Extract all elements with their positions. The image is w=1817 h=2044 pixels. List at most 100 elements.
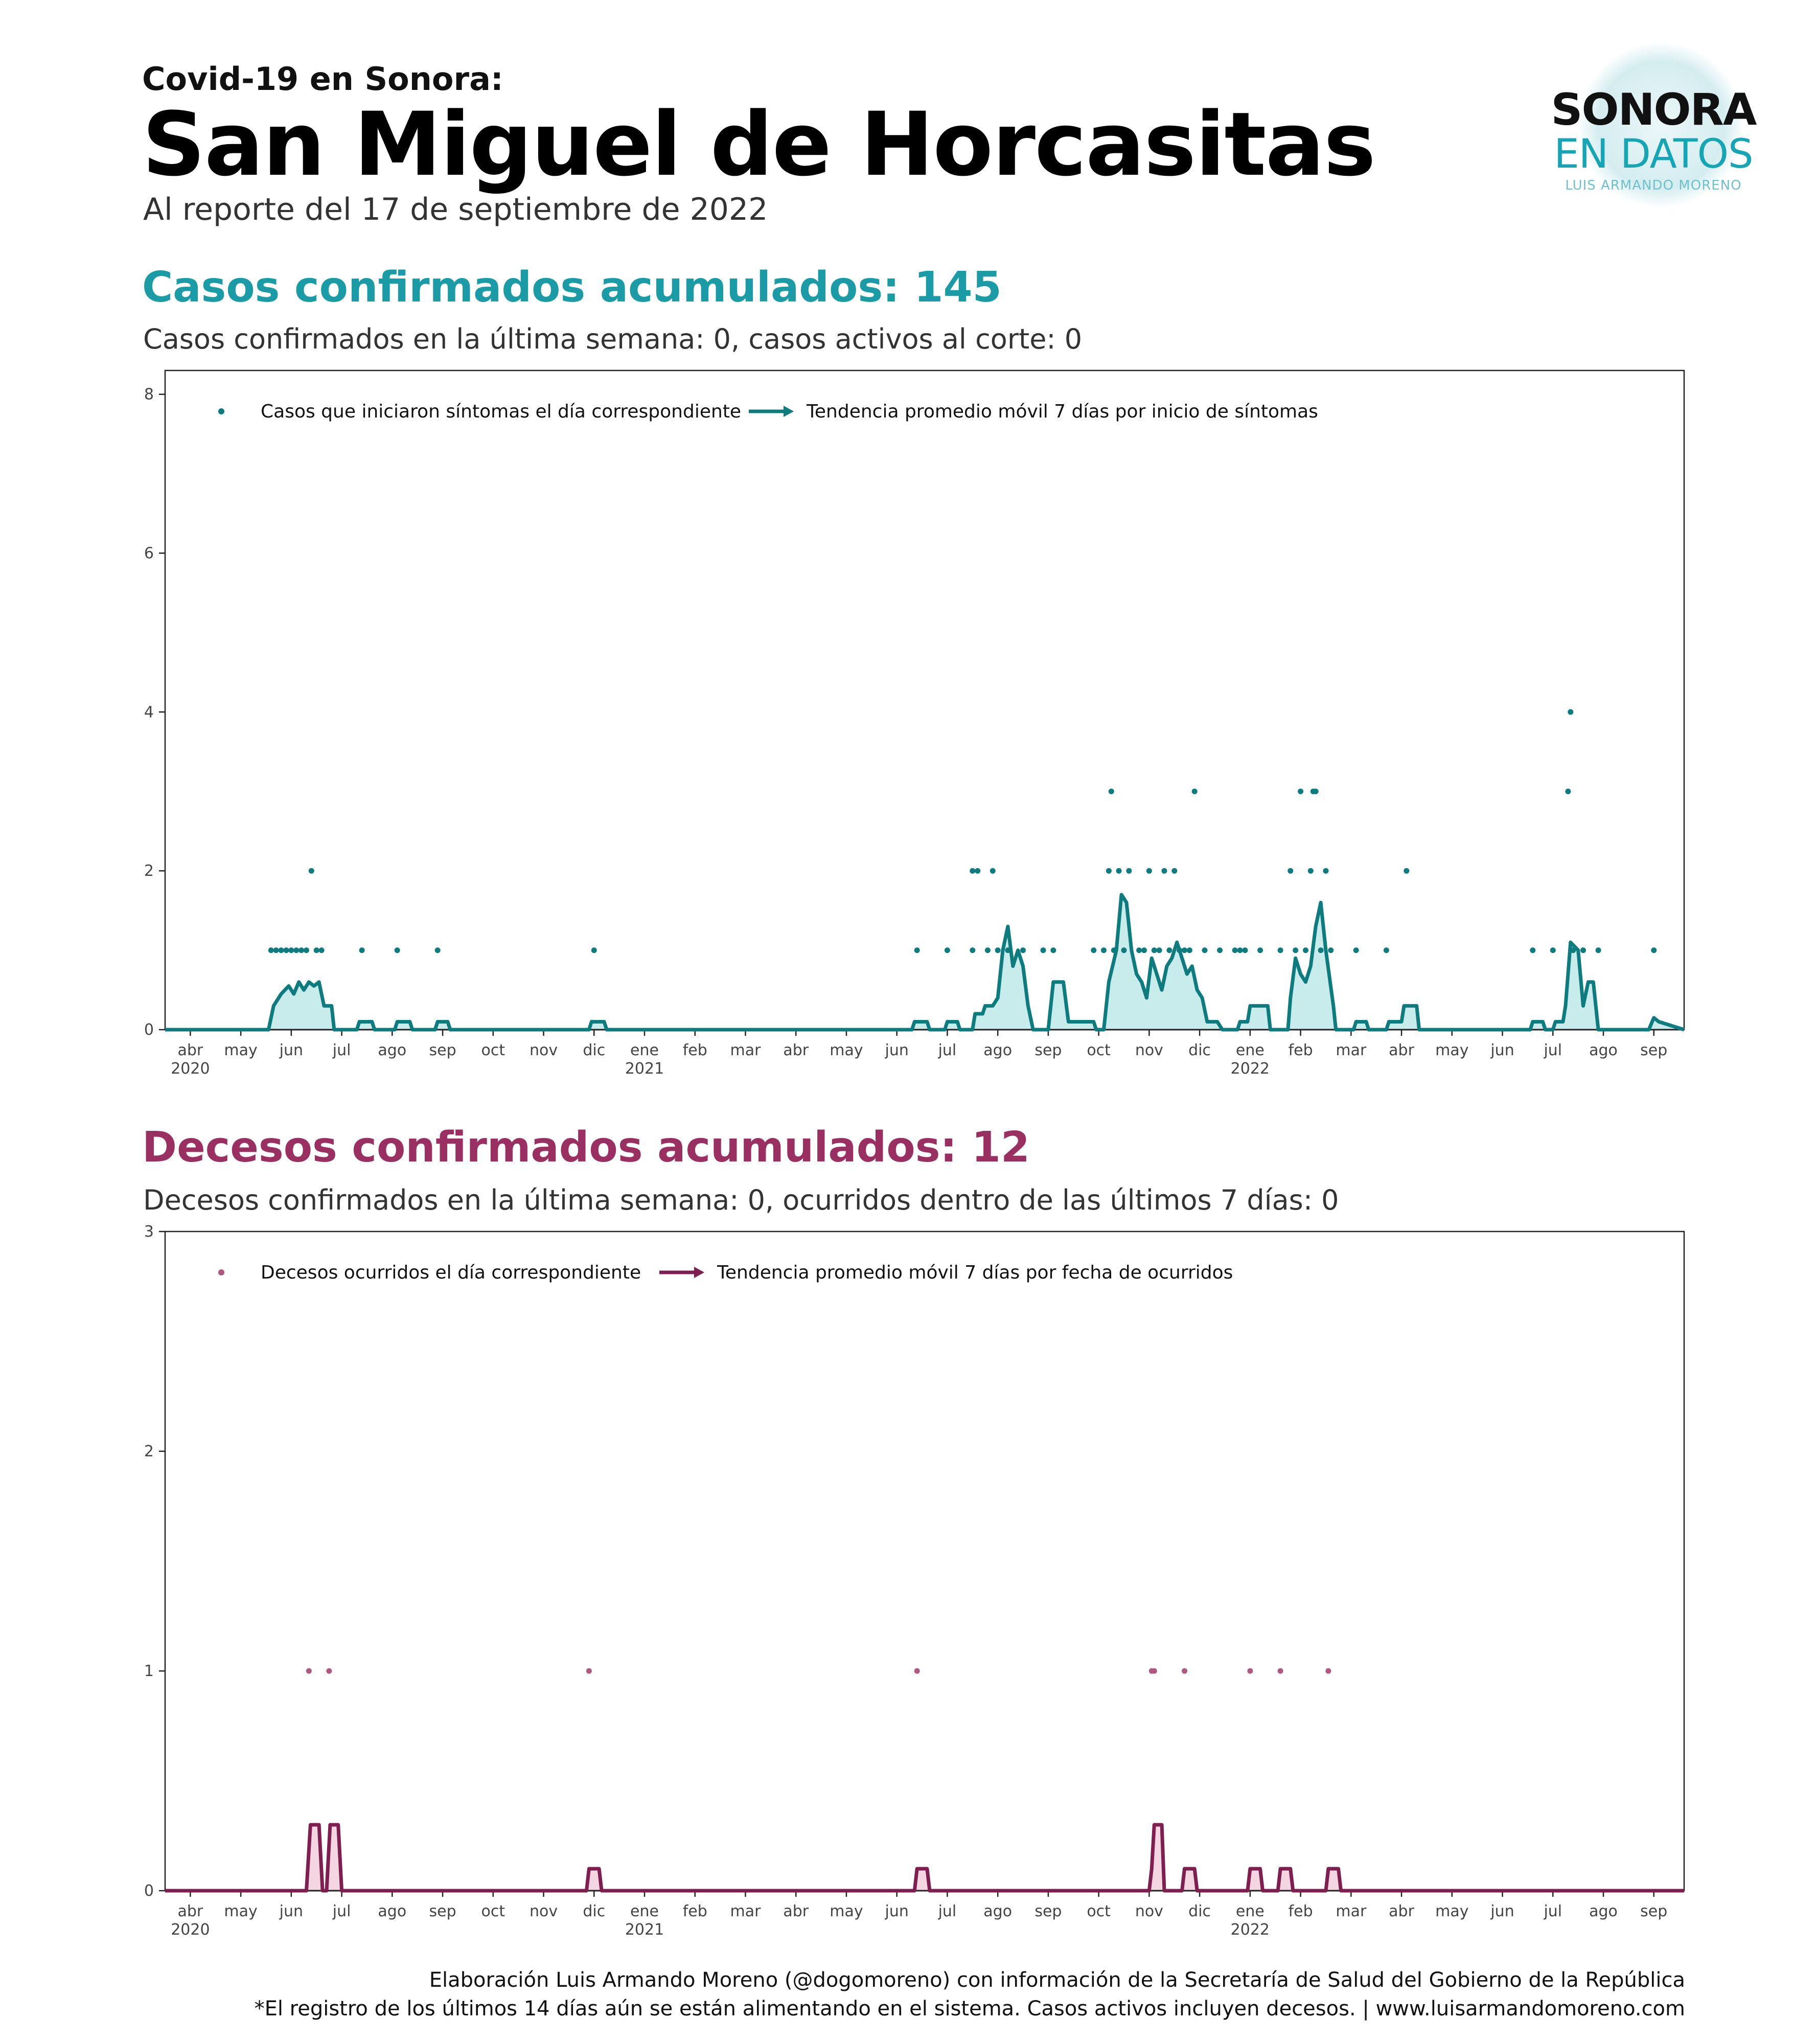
- cases-x-tick-label: dic: [1188, 1041, 1211, 1059]
- deaths-legend-arrow-icon: [694, 1267, 704, 1278]
- cases-data-point: [1568, 709, 1574, 715]
- cases-x-tick-label: mar: [1336, 1041, 1367, 1059]
- deaths-legend-line-label: Tendencia promedio móvil 7 días por fech…: [717, 1262, 1233, 1283]
- logo-halo: [1579, 43, 1743, 207]
- cases-x-tick-label: may: [830, 1041, 863, 1059]
- cases-data-point: [1040, 947, 1046, 954]
- deaths-x-tick-label: ago: [1589, 1902, 1618, 1920]
- cases-data-point: [1307, 868, 1314, 874]
- cases-x-tick-label: dic: [583, 1041, 605, 1059]
- cases-data-point: [293, 947, 300, 954]
- deaths-data-point: [1182, 1668, 1187, 1674]
- cases-data-point: [1166, 947, 1172, 954]
- deaths-x-tick-label: feb: [1289, 1902, 1313, 1920]
- kicker: Covid-19 en Sonora:: [142, 60, 503, 98]
- cases-data-point: [1580, 947, 1586, 954]
- cases-data-point: [1570, 947, 1576, 954]
- cases-y-tick-label: 4: [144, 703, 154, 721]
- cases-x-tick-label: feb: [683, 1041, 707, 1059]
- cases-data-point: [1232, 947, 1238, 954]
- report-date: Al reporte del 17 de septiembre de 2022: [143, 192, 768, 227]
- deaths-x-tick-label: dic: [1188, 1902, 1211, 1920]
- cases-data-point: [970, 868, 976, 874]
- footer-note: *El registro de los últimos 14 días aún …: [254, 1997, 1685, 2020]
- deaths-x-tick-label: may: [830, 1902, 863, 1920]
- cases-x-year-label: 2022: [1231, 1060, 1270, 1078]
- deaths-subheading: Decesos confirmados en la última semana:…: [143, 1184, 1339, 1216]
- deaths-y-tick-label: 2: [144, 1443, 154, 1460]
- deaths-x-tick-label: may: [1435, 1902, 1468, 1920]
- deaths-x-tick-label: ago: [378, 1902, 406, 1920]
- deaths-x-tick-label: dic: [583, 1902, 605, 1920]
- cases-x-tick-label: sep: [429, 1041, 456, 1059]
- sonora-en-datos-logo: SONORA EN DATOS LUIS ARMANDO MORENO: [1549, 43, 1763, 207]
- cases-legend-point-key: [218, 408, 224, 414]
- cases-y-tick-label: 0: [144, 1021, 154, 1039]
- deaths-x-tick-label: nov: [1135, 1902, 1163, 1920]
- cases-data-point: [434, 947, 441, 954]
- cases-x-tick-label: ene: [1236, 1041, 1264, 1059]
- deaths-data-point: [306, 1668, 312, 1674]
- cases-data-point: [1136, 947, 1142, 954]
- cases-data-point: [990, 868, 996, 874]
- deaths-x-tick-label: may: [224, 1902, 257, 1920]
- deaths-x-tick-label: mar: [1336, 1902, 1367, 1920]
- deaths-y-tick-label: 0: [144, 1882, 154, 1900]
- cases-data-point: [1530, 947, 1536, 954]
- cases-x-tick-label: jun: [1490, 1041, 1514, 1059]
- deaths-y-tick-label: 3: [144, 1223, 154, 1241]
- cases-x-tick-label: ene: [630, 1041, 659, 1059]
- cases-legend-line-label: Tendencia promedio móvil 7 días por inic…: [806, 401, 1318, 422]
- cases-data-point: [288, 947, 294, 954]
- cases-data-point: [1328, 947, 1334, 954]
- deaths-data-point: [1247, 1668, 1253, 1674]
- deaths-x-tick-label: ene: [630, 1902, 659, 1920]
- deaths-x-tick-label: abr: [783, 1902, 809, 1920]
- logo-line3: LUIS ARMANDO MORENO: [1565, 178, 1742, 193]
- deaths-x-year-label: 2020: [171, 1921, 210, 1939]
- cases-x-tick-label: abr: [177, 1041, 203, 1059]
- cases-data-point: [1565, 788, 1571, 795]
- logo-line1: SONORA: [1551, 84, 1757, 135]
- cases-data-point: [1005, 947, 1011, 954]
- cases-x-tick-label: ago: [983, 1041, 1012, 1059]
- deaths-legend-point-key: [218, 1269, 224, 1275]
- cases-data-point: [1353, 947, 1359, 954]
- cases-data-point: [914, 947, 920, 954]
- deaths-x-tick-label: abr: [1389, 1902, 1414, 1920]
- cases-data-point: [1651, 947, 1657, 954]
- cases-data-point: [984, 947, 991, 954]
- deaths-x-tick-label: jul: [332, 1902, 351, 1920]
- cases-trend-line: [165, 893, 1685, 1032]
- deaths-data-point: [1325, 1668, 1331, 1674]
- cases-data-point: [1101, 947, 1107, 954]
- deaths-x-tick-label: jul: [1543, 1902, 1562, 1920]
- cases-heading: Casos confirmados acumulados: 145: [142, 263, 1002, 312]
- cases-x-tick-label: oct: [1087, 1041, 1111, 1059]
- cases-plot-frame: [164, 369, 1685, 1031]
- deaths-plot-frame: [164, 1230, 1685, 1892]
- cases-data-point: [1287, 868, 1294, 874]
- cases-legend-arrow-icon: [784, 406, 794, 417]
- cases-data-point: [359, 947, 365, 954]
- cases-data-point: [298, 947, 305, 954]
- cases-data-point: [1313, 788, 1319, 795]
- deaths-x-tick-label: ene: [1236, 1902, 1264, 1920]
- deaths-trend-line: [165, 1823, 1684, 1893]
- deaths-x-tick-label: jul: [938, 1902, 957, 1920]
- cases-data-point: [1111, 947, 1117, 954]
- cases-data-point: [1404, 868, 1410, 874]
- cases-trend-area: [165, 894, 1684, 1030]
- cases-data-point: [1383, 947, 1389, 954]
- cases-data-point: [1202, 947, 1208, 954]
- cases-data-point: [1116, 868, 1122, 874]
- cases-data-point: [1171, 868, 1178, 874]
- cases-data-point: [278, 947, 284, 954]
- deaths-heading: Decesos confirmados acumulados: 12: [142, 1123, 1030, 1172]
- cases-x-tick-label: nov: [530, 1041, 558, 1059]
- deaths-x-tick-label: sep: [429, 1902, 456, 1920]
- cases-x-tick-label: sep: [1034, 1041, 1062, 1059]
- deaths-x-tick-label: jun: [1490, 1902, 1514, 1920]
- deaths-data-point: [326, 1668, 332, 1674]
- cases-data-point: [970, 947, 976, 954]
